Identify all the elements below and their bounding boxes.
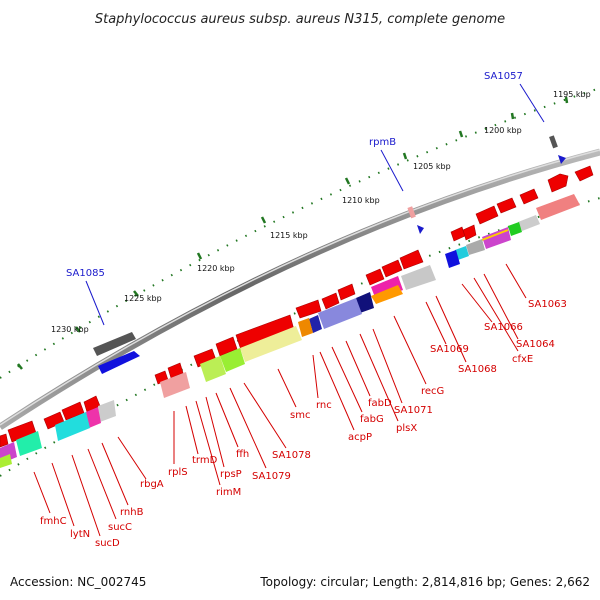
gene-label-sa1063: SA1063 [528,299,567,310]
kbp-label-1205: 1205 kbp [413,162,451,171]
inner-strand-blocks [0,194,580,468]
genome-backbone [0,148,600,430]
gene-leader-lines [33,263,527,537]
gene-label-sa1064: SA1064 [516,339,555,350]
gene-label-sa1068: SA1068 [458,364,497,375]
gene-label-cfxe: cfxE [512,354,533,365]
kbp-label-1195: 1195 kbp [553,90,591,99]
gene-label-sa1071: SA1071 [394,405,433,416]
kbp-label-1210: 1210 kbp [342,196,380,205]
genome-summary-text: Topology: circular; Length: 2,814,816 bp… [259,575,590,589]
map-title: Staphylococcus aureus subsp. aureus N315… [95,12,505,27]
outer-strand-genes [0,165,594,448]
accession-text: Accession: NC_002745 [10,575,146,589]
backbone-highlight [0,149,600,426]
gene-label-smc: smc [290,410,310,421]
gene-label-sa1069: SA1069 [430,344,469,355]
gene-label-acpp: acpP [348,432,372,443]
gene-label-trmd: trmD [192,455,218,466]
gene-label-rpsp: rpsP [220,469,242,480]
gene-label-sa1078: SA1078 [272,450,311,461]
markers: SA1057 rpmB SA1085 [66,71,566,374]
gene-label-ffh: ffh [236,449,249,460]
gene-label-plsx: plsX [396,423,417,434]
gene-label-recg: recG [421,386,444,397]
marker-label-sa1085: SA1085 [66,268,105,279]
gene-label-fabd: fabD [368,398,392,409]
gene-label-rnc: rnc [316,400,332,411]
gene-label-succ: sucC [108,522,132,533]
kbp-label-1215: 1215 kbp [270,231,308,240]
gene-label-rbga: rbgA [140,479,164,490]
kbp-labels: 1195 kbp 1200 kbp 1205 kbp 1210 kbp 1215… [51,90,591,334]
gene-label-sa1079: SA1079 [252,471,291,482]
gene-label-sucd: sucD [95,538,120,549]
gene-label-rnhb: rnhB [120,507,144,518]
kbp-label-1225: 1225 kbp [124,294,162,303]
gene-label-lytn: lytN [70,529,90,540]
gene-labels: fmhC lytN sucD sucC rnhB rbgA rplS trmD … [40,299,567,549]
kbp-major-ticks [17,96,569,370]
gene-label-fabg: fabG [360,414,384,425]
kbp-label-1220: 1220 kbp [197,264,235,273]
gene-label-rimm: rimM [216,487,241,498]
gene-label-sa1066: SA1066 [484,322,523,333]
gene-label-rpls: rplS [168,467,188,478]
marker-label-sa1057: SA1057 [484,71,523,82]
kbp-label-1230: 1230 kbp [51,325,89,334]
kbp-label-1200: 1200 kbp [484,126,522,135]
marker-label-rpmb: rpmB [369,137,396,148]
gene-label-fmhc: fmhC [40,516,67,527]
